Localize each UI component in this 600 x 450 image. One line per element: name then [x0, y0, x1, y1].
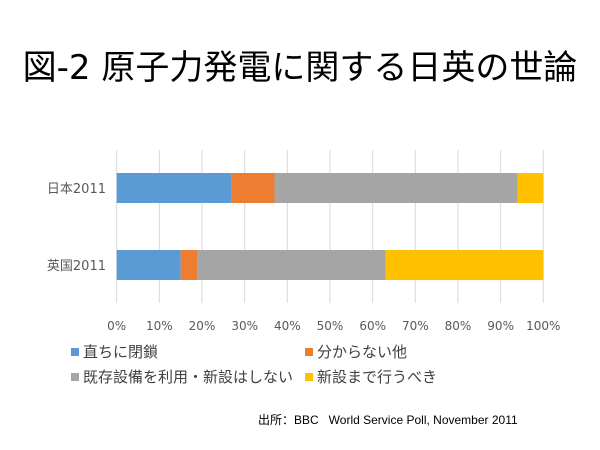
- x-tick-label: 60%: [359, 319, 386, 333]
- legend-label: 新設まで行うべき: [317, 368, 437, 386]
- legend-swatch: [305, 373, 313, 381]
- bars: [116, 173, 544, 280]
- legend-label: 直ちに閉鎖: [83, 343, 158, 361]
- x-tick-labels: 0% 10% 20% 30% 40% 50% 60% 70% 80% 90% 100%: [107, 319, 560, 333]
- legend-swatch: [71, 348, 79, 356]
- x-tick-label: 70%: [402, 319, 429, 333]
- x-tick-label: 20%: [189, 319, 216, 333]
- bar-segment: [385, 250, 544, 280]
- category-label: 英国2011: [47, 259, 106, 274]
- x-tick-label: 80%: [445, 319, 472, 333]
- x-tick-label: 100%: [526, 319, 560, 333]
- x-tick-label: 50%: [317, 319, 344, 333]
- bar-segment: [231, 173, 275, 203]
- bar-segment: [274, 173, 518, 203]
- x-tick-label: 30%: [231, 319, 258, 333]
- x-tick-label: 90%: [487, 319, 514, 333]
- gridlines: [116, 150, 544, 303]
- source-note: 出所：BBC World Service Poll, November 2011: [258, 413, 518, 427]
- bar-segment: [180, 250, 198, 280]
- bar-segment: [116, 250, 181, 280]
- legend-swatch: [71, 373, 79, 381]
- bar-segment: [517, 173, 544, 203]
- chart-title: 図-2 原子力発電に関する日英の世論: [22, 48, 578, 88]
- x-tick-label: 0%: [107, 319, 126, 333]
- bar-segment: [116, 173, 232, 203]
- category-label: 日本2011: [47, 182, 106, 197]
- x-tick-label: 10%: [146, 319, 173, 333]
- category-labels: 日本2011 英国2011: [47, 182, 106, 274]
- legend-label: 分からない他: [317, 343, 407, 361]
- x-tick-label: 40%: [274, 319, 301, 333]
- bar-segment: [197, 250, 386, 280]
- legend-label: 既存設備を利用・新設はしない: [83, 368, 293, 386]
- legend-swatch: [305, 348, 313, 356]
